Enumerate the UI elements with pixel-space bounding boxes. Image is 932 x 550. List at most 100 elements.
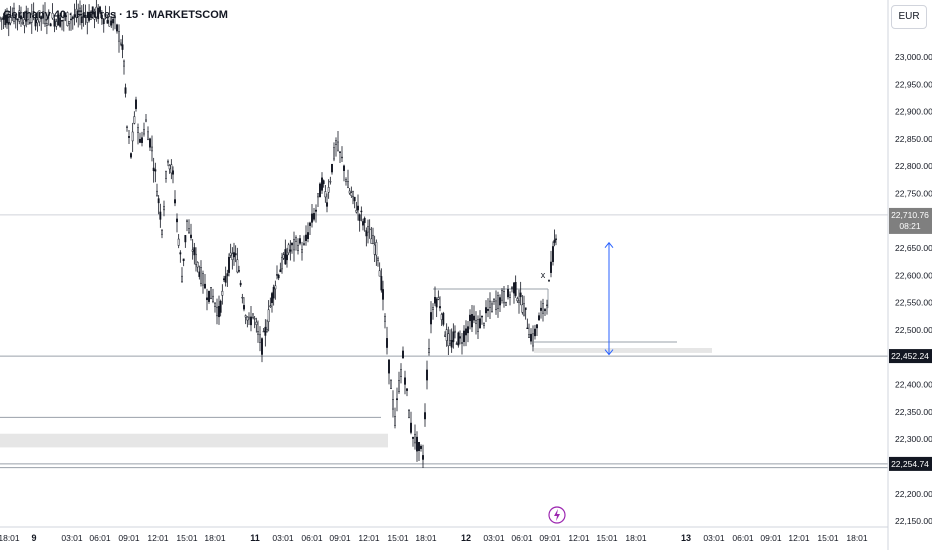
candle-body bbox=[154, 169, 157, 172]
candle-body bbox=[378, 270, 381, 277]
current-price-tag: 22,710.76 bbox=[891, 210, 929, 220]
candle-body bbox=[465, 328, 467, 336]
candle-body bbox=[77, 12, 80, 17]
candle-body bbox=[250, 316, 252, 326]
candle-body bbox=[27, 12, 29, 21]
candle-body bbox=[223, 278, 225, 281]
candle-body bbox=[457, 332, 460, 346]
candle-body bbox=[485, 307, 487, 314]
zone-1 bbox=[534, 348, 712, 353]
candle-body bbox=[202, 273, 204, 286]
candle-body bbox=[149, 138, 151, 148]
candle-body bbox=[454, 330, 456, 333]
candle-body bbox=[514, 282, 517, 296]
y-tick-label: 22,800.00 bbox=[895, 161, 932, 171]
candle-body bbox=[102, 18, 105, 25]
candle-body bbox=[303, 243, 305, 245]
candle-body bbox=[130, 153, 132, 158]
candle-body bbox=[165, 171, 167, 179]
candle-body bbox=[299, 238, 301, 244]
candle-body bbox=[360, 210, 363, 213]
x-tick-label: 18:01 bbox=[846, 533, 868, 543]
candle-body bbox=[365, 230, 368, 237]
y-tick-label: 22,300.00 bbox=[895, 434, 932, 444]
candle-body bbox=[28, 22, 31, 24]
candle-body bbox=[176, 218, 178, 223]
candle-body bbox=[301, 249, 303, 253]
candle-body bbox=[432, 307, 434, 310]
candle-body bbox=[13, 7, 15, 22]
candle-body bbox=[491, 303, 493, 312]
current-price-tag-bg bbox=[889, 207, 932, 234]
candle-body bbox=[402, 350, 404, 359]
candle-body bbox=[70, 18, 72, 21]
candle-body bbox=[350, 192, 353, 196]
candle-body bbox=[231, 253, 234, 260]
candle-body bbox=[0, 18, 3, 20]
candle-body bbox=[467, 326, 469, 334]
candle-body bbox=[511, 287, 513, 289]
y-tick-label: 22,550.00 bbox=[895, 298, 932, 308]
candle-body bbox=[516, 298, 519, 302]
candle-body bbox=[519, 292, 522, 298]
candle-body bbox=[97, 7, 100, 20]
candle-body bbox=[179, 252, 182, 255]
candle-body bbox=[348, 190, 351, 194]
candle-body bbox=[186, 219, 188, 222]
candle-body bbox=[471, 314, 473, 328]
candle-body bbox=[497, 295, 499, 309]
candle-body bbox=[550, 261, 552, 273]
candle-body bbox=[390, 380, 392, 389]
candle-body bbox=[396, 398, 398, 401]
candle-body bbox=[112, 18, 115, 24]
candle-body bbox=[124, 87, 127, 94]
candle-body bbox=[546, 304, 548, 306]
candle-body bbox=[139, 138, 141, 143]
candle-body bbox=[297, 244, 299, 251]
x-tick-label: 12:01 bbox=[788, 533, 810, 543]
candle-body bbox=[544, 309, 546, 311]
candle-body bbox=[20, 15, 22, 20]
candle-body bbox=[30, 13, 33, 23]
x-tick-day-label: 11 bbox=[250, 533, 260, 543]
candle-body bbox=[64, 15, 67, 18]
candle-body bbox=[473, 315, 475, 321]
candle-body bbox=[163, 206, 165, 211]
candle-body bbox=[345, 179, 347, 182]
candle-body bbox=[135, 99, 137, 109]
candle-body bbox=[38, 10, 41, 23]
candle-body bbox=[177, 238, 180, 246]
candle-body bbox=[210, 287, 212, 300]
candle-body bbox=[286, 254, 288, 261]
candle-body bbox=[540, 307, 542, 311]
candle-body bbox=[71, 16, 74, 20]
candle-body bbox=[36, 19, 39, 24]
candle-body bbox=[86, 16, 89, 23]
candle-body bbox=[319, 183, 321, 198]
candle-body bbox=[553, 239, 556, 243]
candle-body bbox=[252, 313, 254, 318]
candle-body bbox=[75, 8, 78, 18]
currency-button[interactable]: EUR bbox=[891, 5, 927, 29]
candle-body bbox=[248, 316, 250, 320]
candle-body bbox=[110, 20, 113, 26]
candle-body bbox=[430, 312, 432, 325]
candle-body bbox=[528, 334, 530, 338]
candle-body bbox=[238, 270, 240, 272]
candle-body bbox=[131, 131, 134, 142]
x-axis: 18:01 9 03:01 06:01 09:01 12:01 15:01 18:01 11 03… bbox=[0, 533, 868, 543]
candle-body bbox=[45, 23, 48, 26]
candle-body bbox=[88, 11, 91, 21]
candle-body bbox=[116, 24, 118, 32]
candle-body bbox=[532, 333, 534, 347]
candle-body bbox=[229, 252, 232, 256]
candle-body bbox=[89, 13, 92, 20]
x-tick-label: 15:01 bbox=[176, 533, 198, 543]
candle-body bbox=[449, 340, 451, 344]
candle-body bbox=[322, 180, 325, 185]
candle-body bbox=[489, 300, 491, 308]
candle-body bbox=[555, 238, 557, 240]
x-tick-label: 06:01 bbox=[511, 533, 533, 543]
